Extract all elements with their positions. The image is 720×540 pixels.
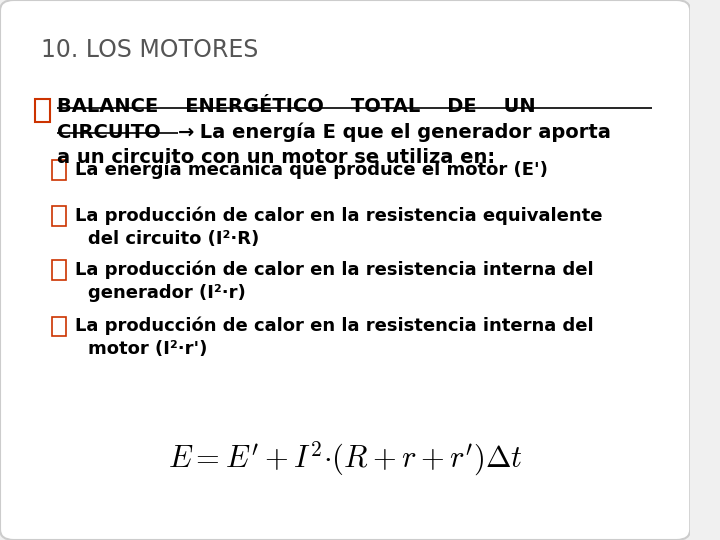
Text: La producción de calor en la resistencia equivalente: La producción de calor en la resistencia… (75, 206, 602, 225)
Text: La producción de calor en la resistencia interna del: La producción de calor en la resistencia… (75, 317, 593, 335)
Text: BALANCE    ENERGÉTICO    TOTAL    DE    UN: BALANCE ENERGÉTICO TOTAL DE UN (57, 97, 535, 116)
Text: generador (I²·r): generador (I²·r) (89, 284, 246, 301)
Text: del circuito (I²·R): del circuito (I²·R) (89, 230, 260, 247)
Text: CIRCUITO: CIRCUITO (57, 123, 161, 141)
Text: $E = E'+I^{2}{\cdot}(R+r+r')\Delta t$: $E = E'+I^{2}{\cdot}(R+r+r')\Delta t$ (168, 440, 523, 478)
Text: La energía mecánica que produce el motor (E'): La energía mecánica que produce el motor… (75, 160, 547, 179)
Text: a un circuito con un motor se utiliza en:: a un circuito con un motor se utiliza en… (57, 148, 495, 167)
Text: La producción de calor en la resistencia interna del: La producción de calor en la resistencia… (75, 260, 593, 279)
FancyBboxPatch shape (0, 0, 690, 540)
Bar (35, 99, 50, 122)
Bar (52, 206, 66, 226)
Bar (52, 260, 66, 280)
Bar (52, 160, 66, 180)
Bar (52, 317, 66, 336)
Text: →: → (178, 123, 194, 141)
Text: 10. LOS MOTORES: 10. LOS MOTORES (42, 38, 258, 62)
Text: La energía E que el generador aporta: La energía E que el generador aporta (193, 123, 611, 142)
Text: motor (I²·r'): motor (I²·r') (89, 340, 208, 358)
